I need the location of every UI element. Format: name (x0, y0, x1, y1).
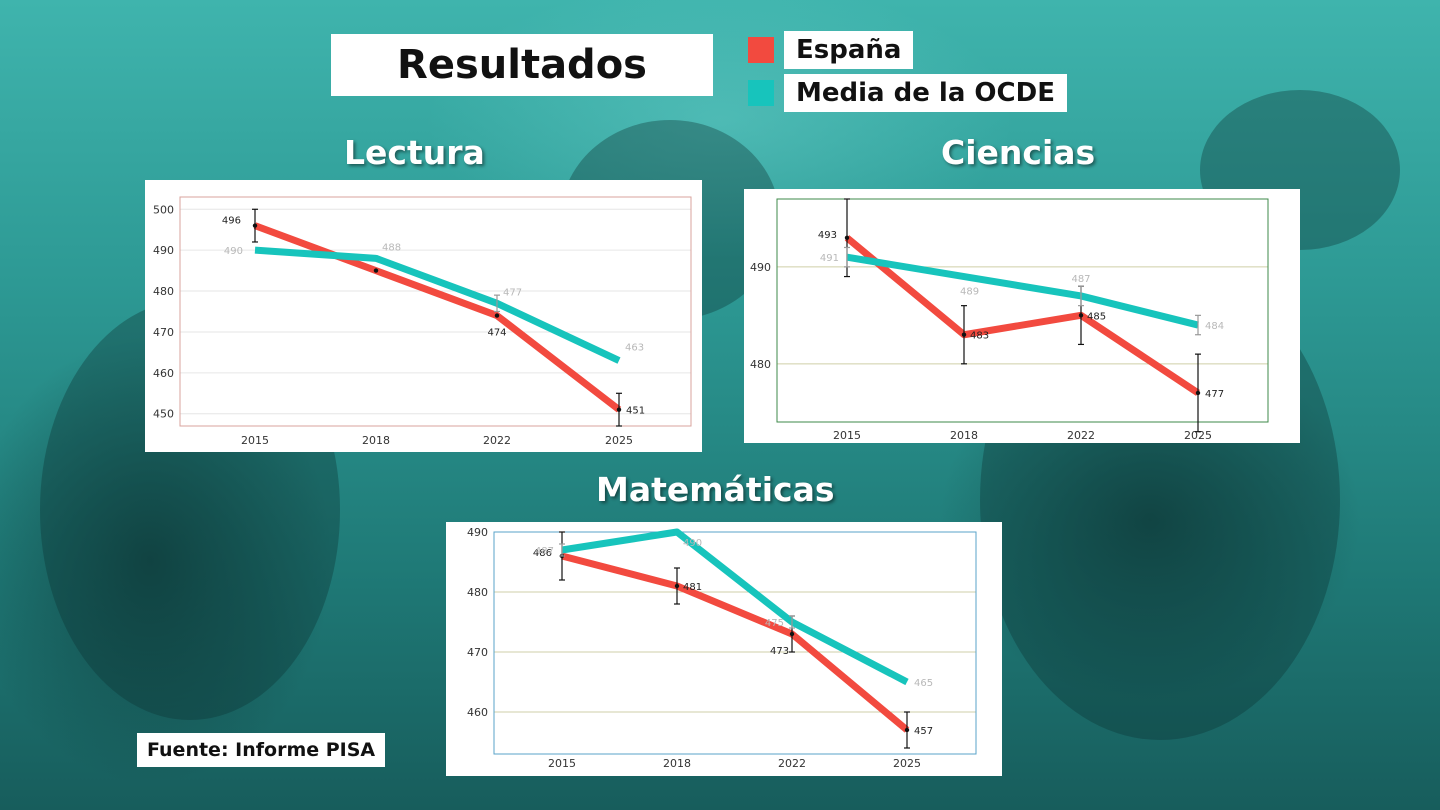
chart-heading-matematicas: Matemáticas (596, 470, 835, 509)
y-tick-label: 480 (153, 285, 174, 298)
series-line-oecd (561, 528, 909, 686)
data-point-spain (373, 268, 379, 273)
y-tick-label: 470 (153, 326, 174, 339)
y-tick-label: 490 (467, 526, 488, 539)
data-label-oecd: 463 (625, 343, 644, 354)
chart-panel-lectura: 450 460 470 480 490 500 2015 2018 2022 2025 496 474… (145, 180, 702, 452)
series-line-spain (844, 235, 1200, 396)
x-tick-label: 2025 (1184, 429, 1212, 442)
data-point-spain (1078, 313, 1084, 318)
chart-panel-matematicas: 460 470 480 490 2015 2018 2022 2025 486 481 473 457… (446, 522, 1002, 776)
data-point-spain (494, 313, 500, 318)
legend-item-oecd: Media de la OCDE (748, 74, 1067, 112)
data-label-spain: 477 (1205, 389, 1224, 400)
data-point-spain (961, 332, 967, 337)
error-bar-oecd (494, 294, 500, 313)
data-label-spain: 474 (487, 328, 506, 339)
x-tick-label: 2022 (1067, 429, 1095, 442)
error-bar-oecd (1078, 285, 1084, 307)
plot-frame (776, 198, 1269, 423)
x-tick-label: 2015 (548, 757, 576, 770)
chart-ciencias: 480 490 2015 2018 2022 2025 493 483 485 477 491 489… (750, 198, 1269, 442)
data-point-spain (616, 407, 622, 412)
data-label-oecd: 490 (683, 538, 702, 549)
data-label-spain: 496 (222, 216, 241, 227)
y-tick-label: 470 (467, 646, 488, 659)
x-tick-label: 2018 (663, 757, 691, 770)
chart-lectura: 450 460 470 480 490 500 2015 2018 2022 2025 496 474… (153, 196, 692, 447)
data-label-spain: 473 (770, 646, 789, 657)
legend-label-spain: España (784, 31, 914, 69)
x-tick-label: 2022 (778, 757, 806, 770)
y-tick-label: 460 (153, 367, 174, 380)
data-label-oecd: 491 (820, 253, 839, 264)
x-tick-label: 2025 (893, 757, 921, 770)
x-tick-label: 2015 (833, 429, 861, 442)
data-label-oecd: 490 (224, 246, 243, 257)
y-tick-label: 450 (153, 408, 174, 421)
data-label-spain: 457 (914, 726, 933, 737)
page-title: Resultados (331, 34, 713, 96)
x-tick-label: 2015 (241, 434, 269, 447)
source-note: Fuente: Informe PISA (137, 733, 386, 767)
data-label-spain: 493 (818, 230, 837, 241)
error-bar-oecd (1195, 314, 1201, 336)
y-tick-label: 480 (750, 358, 771, 371)
x-tick-label: 2018 (362, 434, 390, 447)
data-label-oecd: 487 (535, 546, 554, 557)
x-tick-label: 2018 (950, 429, 978, 442)
data-label-oecd: 484 (1205, 321, 1224, 332)
data-label-spain: 485 (1087, 311, 1106, 322)
data-label-oecd: 489 (960, 287, 979, 298)
series-line-oecd (846, 253, 1199, 329)
chart-matematicas: 460 470 480 490 2015 2018 2022 2025 486 481 473 457… (467, 526, 977, 770)
data-label-spain: 481 (683, 582, 702, 593)
data-point-spain (789, 631, 795, 637)
chart-panel-ciencias: 480 490 2015 2018 2022 2025 493 483 485 477 491 489… (744, 189, 1300, 443)
legend-item-spain: España (748, 31, 914, 69)
series-line-oecd (254, 246, 621, 364)
chart-heading-lectura: Lectura (344, 133, 485, 172)
y-tick-label: 500 (153, 203, 174, 216)
plot-frame (493, 531, 977, 755)
y-tick-label: 490 (153, 244, 174, 257)
series-line-spain (561, 552, 910, 733)
error-bar-oecd (844, 246, 850, 268)
plot-frame (179, 196, 692, 427)
x-tick-label: 2025 (605, 434, 633, 447)
data-point-spain (904, 727, 910, 733)
data-label-spain: 486 (533, 548, 552, 559)
data-label-oecd: 477 (503, 287, 522, 298)
data-label-oecd: 488 (382, 242, 401, 253)
chart-heading-ciencias: Ciencias (941, 133, 1096, 172)
series-line-spain (253, 222, 622, 413)
data-point-spain (674, 583, 680, 589)
data-point-spain (844, 235, 850, 240)
data-label-spain: 451 (626, 406, 645, 417)
data-label-oecd: 465 (914, 678, 933, 689)
data-point-spain (252, 223, 258, 228)
data-label-oecd: 475 (765, 618, 784, 629)
legend-label-oecd: Media de la OCDE (784, 74, 1067, 112)
x-tick-label: 2022 (483, 434, 511, 447)
legend-swatch-spain (748, 37, 774, 63)
error-bar-oecd (559, 543, 565, 557)
y-tick-label: 490 (750, 261, 771, 274)
y-tick-label: 460 (467, 706, 488, 719)
y-tick-label: 480 (467, 586, 488, 599)
data-point-spain (1195, 390, 1201, 396)
data-label-oecd: 487 (1071, 274, 1090, 285)
error-bar-oecd (789, 615, 795, 629)
legend-swatch-oecd (748, 80, 774, 106)
data-label-spain: 483 (970, 331, 989, 342)
